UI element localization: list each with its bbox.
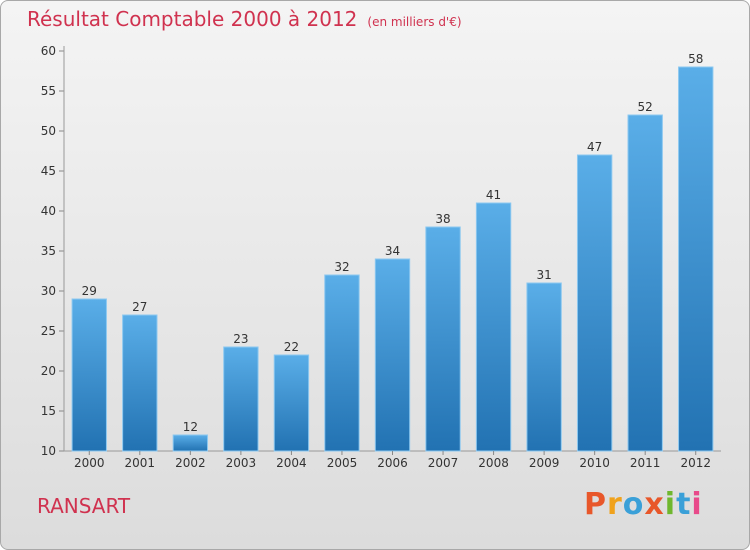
- y-tick-label: 55: [41, 84, 56, 98]
- bar-2001: [122, 314, 158, 452]
- bar-value-label: 22: [284, 340, 299, 354]
- logo-letter: P: [584, 487, 607, 522]
- bar-value-label: 31: [536, 268, 551, 282]
- bar-value-label: 47: [587, 140, 602, 154]
- chart-title-text: Résultat Comptable 2000 à 2012: [27, 7, 358, 31]
- x-tick-label: 2008: [478, 456, 509, 470]
- y-tick-label: 25: [41, 324, 56, 338]
- logo-letter: i: [664, 487, 677, 522]
- bar-value-label: 41: [486, 188, 501, 202]
- bar-value-label: 27: [132, 300, 147, 314]
- logo-letter: t: [676, 487, 692, 522]
- x-tick-label: 2003: [226, 456, 257, 470]
- chart-title: Résultat Comptable 2000 à 2012 (en millie…: [27, 7, 462, 31]
- y-tick-label: 35: [41, 244, 56, 258]
- y-tick-label: 45: [41, 164, 56, 178]
- bar-value-label: 23: [233, 332, 248, 346]
- logo-letter: r: [607, 487, 623, 522]
- bar-2008: [475, 202, 512, 452]
- bar-2000: [71, 298, 107, 452]
- bar-value-label: 12: [183, 420, 198, 434]
- logo-letter: o: [622, 487, 645, 522]
- x-tick-label: 2011: [630, 456, 661, 470]
- x-tick-label: 2000: [74, 456, 105, 470]
- bar-2003: [223, 346, 259, 452]
- bar-2010: [576, 154, 613, 452]
- bar-2011: [627, 114, 663, 452]
- logo-letter: i: [691, 487, 703, 522]
- chart-subtitle: (en milliers d'€): [367, 15, 462, 29]
- bar-2004: [273, 354, 310, 452]
- x-tick-label: 2009: [529, 456, 560, 470]
- bar-2002: [172, 434, 209, 452]
- bar-value-label: 52: [638, 100, 653, 114]
- bar-value-label: 32: [334, 260, 349, 274]
- y-tick-label: 20: [41, 364, 56, 378]
- bar-value-label: 29: [82, 284, 97, 298]
- bar-value-label: 38: [435, 212, 450, 226]
- bar-2006: [374, 258, 411, 452]
- proxiti-logo: Proxiti: [584, 487, 703, 522]
- bar-2005: [324, 274, 360, 452]
- x-tick-label: 2005: [327, 456, 358, 470]
- x-tick-label: 2001: [125, 456, 156, 470]
- y-tick-label: 60: [41, 44, 56, 58]
- bar-2007: [425, 226, 461, 452]
- bar-2009: [526, 282, 562, 452]
- x-tick-label: 2006: [377, 456, 408, 470]
- x-tick-label: 2004: [276, 456, 307, 470]
- x-tick-label: 2010: [579, 456, 610, 470]
- location-name: RANSART: [37, 494, 131, 518]
- y-tick-label: 30: [41, 284, 56, 298]
- y-tick-label: 15: [41, 404, 56, 418]
- y-tick-label: 50: [41, 124, 56, 138]
- logo-letter: x: [644, 487, 665, 522]
- bar-2012: [678, 66, 714, 452]
- y-tick-label: 10: [41, 444, 56, 458]
- x-tick-label: 2012: [680, 456, 711, 470]
- x-tick-label: 2002: [175, 456, 206, 470]
- x-tick-label: 2007: [428, 456, 459, 470]
- bar-value-label: 58: [688, 52, 703, 66]
- y-tick-label: 40: [41, 204, 56, 218]
- bar-value-label: 34: [385, 244, 400, 258]
